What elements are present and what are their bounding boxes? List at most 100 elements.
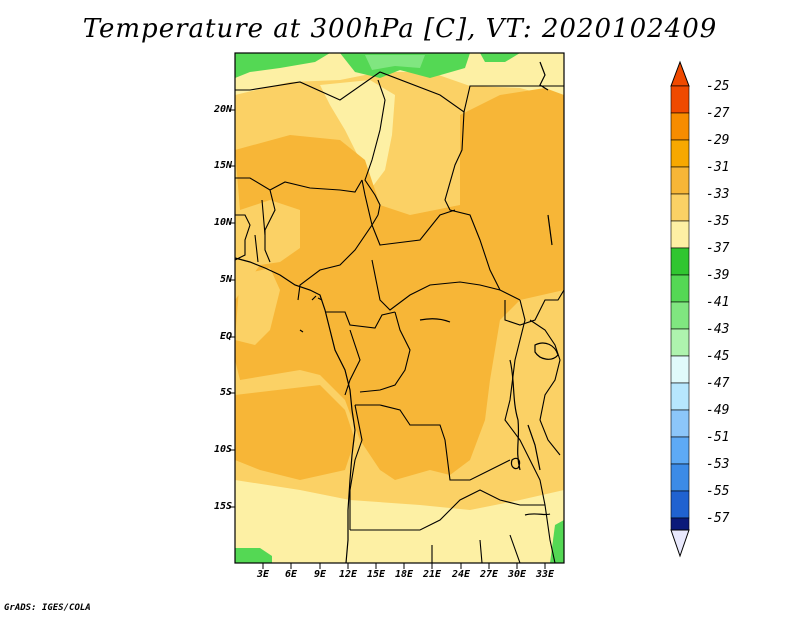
border-north: [235, 71, 564, 113]
lake-1: [419, 318, 451, 323]
lake-small: [510, 457, 521, 470]
lon-label-9e: 9E: [313, 569, 327, 580]
lake-victoria: [534, 342, 559, 360]
lake-kariba: [524, 513, 551, 516]
field-light-gulf: [235, 268, 280, 345]
lon-label-12e: 12E: [338, 569, 358, 580]
colorbar-bottom-arrow: [670, 529, 690, 558]
colorbar-label-37: -37: [706, 241, 730, 256]
colorbar-box-12: [670, 409, 690, 438]
lake-malawi: [527, 424, 541, 471]
colorbar-top-arrow: [670, 60, 690, 87]
map-frame: [234, 52, 565, 564]
colorbar-label-39: -39: [706, 268, 730, 283]
field-lightgreen-north: [365, 55, 425, 70]
colorbar-box-5: [670, 220, 690, 249]
colorbar-label-47: -47: [706, 376, 730, 391]
colorbar-label-35: -35: [706, 214, 730, 229]
colorbar-label-55: -55: [706, 484, 730, 499]
lon-label-15e: 15E: [366, 569, 386, 580]
border-zambia-south: [350, 489, 545, 531]
lon-label-24e: 24E: [451, 569, 471, 580]
colorbar-box-1: [670, 112, 690, 141]
lake-tanganyika: [509, 359, 521, 471]
border-chad-sudan: [444, 111, 501, 291]
colorbar-box-3: [670, 166, 690, 195]
colorbar-label-53: -53: [706, 457, 730, 472]
colorbar-label-31: -31: [706, 160, 730, 175]
chart-title: Temperature at 300hPa [C], VT: 202010240…: [82, 14, 718, 44]
coastline-west: [234, 257, 356, 564]
border-mali-niger: [235, 177, 363, 193]
border-congo-coast: [344, 329, 361, 396]
colorbar: [670, 60, 690, 558]
colorbar-box-10: [670, 355, 690, 384]
colorbar-box-4: [670, 193, 690, 222]
lat-label-15s: 15S: [213, 501, 232, 512]
lat-label-5s: 5S: [219, 387, 232, 398]
colorbar-box-14: [670, 463, 690, 492]
colorbar-box-2: [670, 139, 690, 168]
border-gabon-congo: [325, 311, 396, 329]
colorbar-label-33: -33: [706, 187, 730, 202]
border-southern: [431, 534, 521, 563]
colorbar-label-57: -57: [706, 511, 730, 526]
coastline-red-sea: [539, 61, 549, 91]
field-green-northwest: [235, 53, 330, 78]
colorbar-box-0: [670, 85, 690, 114]
colorbar-label-27: -27: [706, 106, 730, 121]
lon-label-21e: 21E: [422, 569, 442, 580]
lat-label-20n: 20N: [213, 104, 232, 115]
border-angola-drc: [355, 404, 511, 481]
islands: [299, 295, 323, 333]
colorbar-box-6: [670, 247, 690, 276]
colorbar-box-15: [670, 490, 690, 519]
field-mid-southwest: [235, 385, 355, 480]
field-mid-center: [235, 88, 564, 480]
border-niger-chad: [364, 79, 386, 216]
colorbar-label-29: -29: [706, 133, 730, 148]
lat-label-15n: 15N: [213, 160, 232, 171]
border-ne: [504, 289, 564, 326]
colorbar-box-16: [670, 517, 690, 531]
colorbar-label-45: -45: [706, 349, 730, 364]
lat-label-10n: 10N: [213, 217, 232, 228]
lon-label-18e: 18E: [394, 569, 414, 580]
lat-label-10s: 10S: [213, 444, 232, 455]
field-green-northeast: [480, 53, 520, 62]
coastline-and-lakes: [234, 61, 559, 564]
lon-label-30e: 30E: [507, 569, 527, 580]
border-congo-drc: [359, 311, 411, 393]
colorbar-box-8: [670, 301, 690, 330]
lon-label-33e: 33E: [535, 569, 555, 580]
field-pale-sahara: [320, 80, 395, 190]
borders: [235, 71, 564, 563]
colorbar-box-7: [670, 274, 690, 303]
colorbar-box-9: [670, 328, 690, 357]
temperature-field: [235, 53, 564, 563]
border-east-lakes: [504, 299, 556, 563]
lat-label-eq: EQ: [219, 331, 232, 342]
field-green-southwest: [235, 548, 272, 563]
border-small-west: [254, 199, 266, 263]
border-east-africa: [529, 319, 561, 456]
lon-label-27e: 27E: [479, 569, 499, 580]
colorbar-label-49: -49: [706, 403, 730, 418]
colorbar-box-11: [670, 382, 690, 411]
field-pale-south: [235, 480, 564, 563]
colorbar-label-51: -51: [706, 430, 730, 445]
lon-label-3e: 3E: [256, 569, 270, 580]
border-car-drc: [371, 259, 521, 311]
coastline-east: [547, 214, 553, 246]
colorbar-label-25: -25: [706, 79, 730, 94]
border-chad-car: [371, 209, 456, 246]
field-pale-north: [235, 53, 564, 100]
grads-credit: GrADS: IGES/COLA: [4, 603, 91, 613]
lon-label-6e: 6E: [284, 569, 298, 580]
field-green-southeast: [550, 520, 564, 563]
colorbar-label-43: -43: [706, 322, 730, 337]
border-angola-coast: [349, 404, 363, 530]
axis-ticks: [229, 109, 546, 569]
colorbar-box-13: [670, 436, 690, 465]
